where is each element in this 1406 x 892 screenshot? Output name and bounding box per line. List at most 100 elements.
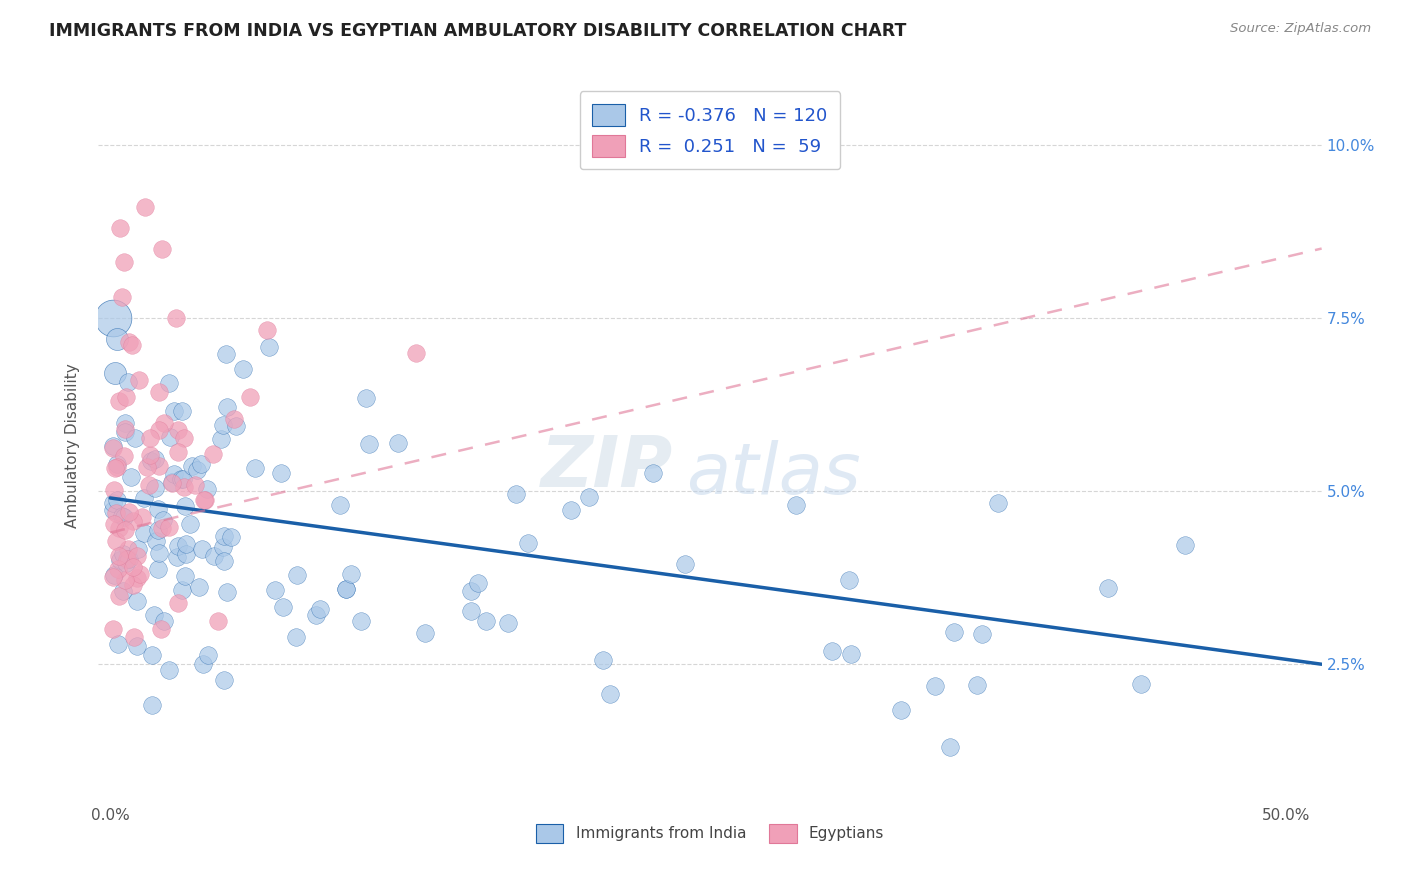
Point — [134, 525, 156, 540]
Point — [335, 582, 357, 596]
Point — [101, 495, 124, 509]
Point — [195, 482, 218, 496]
Point — [335, 582, 357, 597]
Point — [120, 469, 142, 483]
Point — [202, 549, 225, 563]
Point — [191, 542, 214, 557]
Point — [163, 467, 186, 481]
Point — [232, 361, 254, 376]
Point — [578, 490, 600, 504]
Point — [157, 663, 180, 677]
Point — [134, 200, 156, 214]
Point — [141, 698, 163, 713]
Point — [970, 626, 993, 640]
Point — [309, 601, 332, 615]
Point — [838, 573, 860, 587]
Point — [211, 540, 233, 554]
Point — [105, 460, 128, 475]
Point — [170, 582, 193, 597]
Point — [184, 477, 207, 491]
Point — [405, 346, 427, 360]
Point — [285, 630, 308, 644]
Point — [174, 569, 197, 583]
Point — [943, 624, 966, 639]
Point — [146, 523, 169, 537]
Point — [114, 425, 136, 439]
Point — [225, 418, 247, 433]
Point — [108, 220, 131, 235]
Point — [599, 686, 621, 700]
Point — [103, 483, 125, 497]
Point — [105, 534, 128, 549]
Point — [111, 290, 134, 304]
Point — [165, 310, 187, 325]
Point — [143, 452, 166, 467]
Point — [146, 502, 169, 516]
Point — [141, 648, 163, 662]
Point — [152, 513, 174, 527]
Point — [127, 571, 149, 585]
Point — [460, 583, 482, 598]
Point — [112, 584, 135, 599]
Point — [214, 347, 236, 361]
Point — [129, 567, 152, 582]
Point — [924, 679, 946, 693]
Point — [467, 576, 489, 591]
Point — [202, 447, 225, 461]
Point — [101, 622, 124, 636]
Point — [107, 562, 129, 576]
Point — [273, 599, 295, 614]
Point — [104, 460, 127, 475]
Point — [174, 547, 197, 561]
Point — [350, 614, 373, 628]
Point — [152, 614, 174, 628]
Point — [125, 594, 148, 608]
Point — [121, 514, 143, 528]
Point — [114, 574, 136, 588]
Point — [181, 458, 204, 473]
Point — [139, 448, 162, 462]
Point — [354, 391, 377, 405]
Point — [114, 422, 136, 436]
Point — [148, 384, 170, 399]
Point — [111, 509, 134, 524]
Point — [127, 542, 149, 557]
Point — [270, 466, 292, 480]
Point — [105, 332, 128, 346]
Point — [217, 400, 239, 414]
Point — [207, 614, 229, 628]
Point — [145, 533, 167, 548]
Point — [1174, 538, 1197, 552]
Point — [132, 491, 155, 505]
Point — [209, 432, 232, 446]
Point — [148, 458, 170, 473]
Point — [117, 376, 139, 390]
Point — [890, 703, 912, 717]
Point — [496, 616, 519, 631]
Point — [1097, 581, 1119, 595]
Point — [131, 509, 153, 524]
Text: Source: ZipAtlas.com: Source: ZipAtlas.com — [1230, 22, 1371, 36]
Point — [138, 478, 160, 492]
Point — [104, 366, 127, 380]
Point — [103, 516, 125, 531]
Point — [101, 439, 124, 453]
Point — [197, 648, 219, 662]
Point — [112, 255, 135, 269]
Point — [170, 473, 193, 487]
Point — [179, 516, 201, 531]
Point — [224, 412, 246, 426]
Point — [264, 582, 287, 597]
Point — [114, 524, 136, 538]
Point — [139, 431, 162, 445]
Point — [128, 373, 150, 387]
Legend: Immigrants from India, Egyptians: Immigrants from India, Egyptians — [530, 818, 890, 848]
Point — [820, 644, 842, 658]
Point — [105, 457, 128, 471]
Point — [239, 390, 262, 404]
Point — [1129, 677, 1152, 691]
Point — [159, 519, 181, 533]
Text: IMMIGRANTS FROM INDIA VS EGYPTIAN AMBULATORY DISABILITY CORRELATION CHART: IMMIGRANTS FROM INDIA VS EGYPTIAN AMBULA… — [49, 22, 907, 40]
Point — [101, 441, 124, 455]
Point — [159, 430, 181, 444]
